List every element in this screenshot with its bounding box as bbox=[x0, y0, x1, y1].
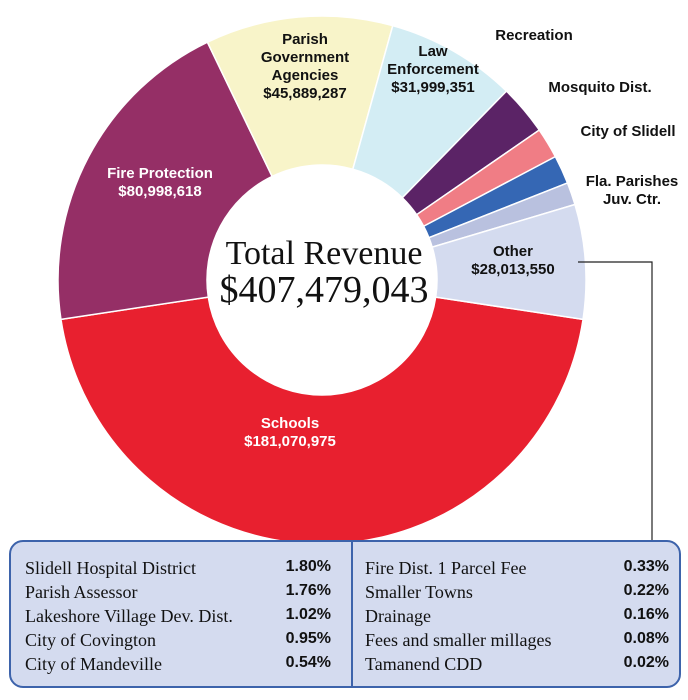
other-leader-line bbox=[578, 261, 653, 546]
label-city-of-slidell: City of Slidell bbox=[580, 123, 675, 140]
breakdown-percent: 1.02% bbox=[285, 606, 331, 623]
breakdown-column-right: Fire Dist. 1 Parcel Fee 0.33% Smaller To… bbox=[365, 558, 669, 678]
slice-schools bbox=[60, 296, 584, 545]
breakdown-percent: 1.76% bbox=[285, 582, 331, 599]
breakdown-row: Slidell Hospital District 1.80% bbox=[25, 558, 331, 582]
label-fire-protection: Fire Protection $80,998,618 bbox=[107, 165, 213, 200]
breakdown-name: City of Mandeville bbox=[25, 654, 162, 674]
breakdown-percent: 0.08% bbox=[623, 630, 669, 647]
breakdown-name: Fire Dist. 1 Parcel Fee bbox=[365, 558, 527, 578]
breakdown-name: Lakeshore Village Dev. Dist. bbox=[25, 606, 233, 626]
label-mosquito-dist: Mosquito Dist. bbox=[548, 79, 651, 96]
breakdown-percent: 0.54% bbox=[285, 654, 331, 671]
breakdown-percent: 1.80% bbox=[285, 558, 331, 575]
label-recreation: Recreation bbox=[495, 27, 573, 44]
breakdown-name: Tamanend CDD bbox=[365, 654, 483, 674]
breakdown-row: Smaller Towns 0.22% bbox=[365, 582, 669, 606]
slice-labels: Schools $181,070,975 Fire Protection $80,99… bbox=[107, 27, 678, 450]
breakdown-percent: 0.16% bbox=[623, 606, 669, 623]
breakdown-row: Tamanend CDD 0.02% bbox=[365, 654, 669, 678]
slice-fire-protection bbox=[57, 41, 274, 321]
breakdown-name: Drainage bbox=[365, 606, 431, 626]
breakdown-name: City of Covington bbox=[25, 630, 157, 650]
label-parish-government-agencies: Parish Government Agencies $45,889,287 bbox=[261, 31, 349, 102]
breakdown-name: Smaller Towns bbox=[365, 582, 473, 602]
breakdown-row: Lakeshore Village Dev. Dist. 1.02% bbox=[25, 606, 331, 630]
breakdown-name: Slidell Hospital District bbox=[25, 558, 196, 578]
center-title: Total Revenue bbox=[226, 235, 423, 272]
breakdown-name: Parish Assessor bbox=[25, 582, 138, 602]
breakdown-percent: 0.22% bbox=[623, 582, 669, 599]
breakdown-percent: 0.02% bbox=[623, 654, 669, 671]
breakdown-row: Fire Dist. 1 Parcel Fee 0.33% bbox=[365, 558, 669, 582]
label-fla-parishes-juv-ctr: Fla. Parishes Juv. Ctr. bbox=[586, 173, 679, 208]
breakdown-row: City of Mandeville 0.54% bbox=[25, 654, 331, 678]
breakdown-row: Parish Assessor 1.76% bbox=[25, 582, 331, 606]
other-breakdown-panel: Slidell Hospital District 1.80% Parish A… bbox=[9, 540, 681, 688]
breakdown-name: Fees and smaller millages bbox=[365, 630, 552, 650]
donut-slices bbox=[57, 15, 587, 545]
center-total: $407,479,043 bbox=[220, 269, 429, 311]
label-schools: Schools $181,070,975 bbox=[244, 415, 336, 450]
slice-parish-government-agencies bbox=[206, 15, 394, 178]
label-law-enforcement: Law Enforcement $31,999,351 bbox=[387, 43, 479, 96]
breakdown-percent: 0.95% bbox=[285, 630, 331, 647]
slice-other bbox=[431, 203, 587, 321]
label-other: Other $28,013,550 bbox=[471, 243, 554, 278]
panel-divider bbox=[351, 542, 353, 686]
breakdown-row: Fees and smaller millages 0.08% bbox=[365, 630, 669, 654]
breakdown-percent: 0.33% bbox=[623, 558, 669, 575]
breakdown-row: Drainage 0.16% bbox=[365, 606, 669, 630]
breakdown-column-left: Slidell Hospital District 1.80% Parish A… bbox=[25, 558, 331, 678]
breakdown-row: City of Covington 0.95% bbox=[25, 630, 331, 654]
